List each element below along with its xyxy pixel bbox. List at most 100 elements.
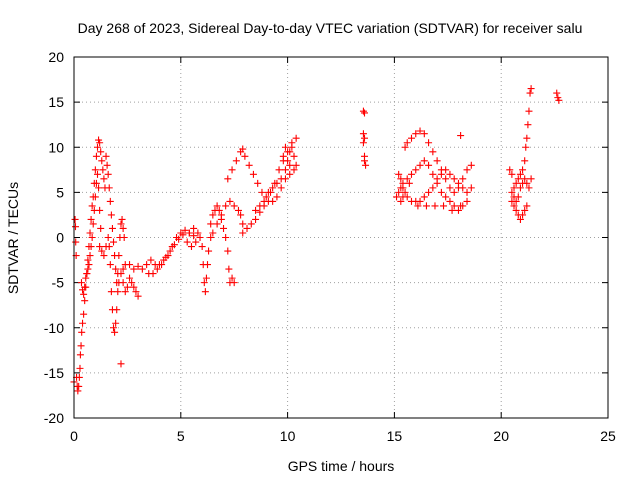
data-point — [130, 265, 138, 273]
data-point — [93, 170, 101, 178]
data-point — [290, 152, 298, 160]
data-point — [262, 193, 270, 201]
data-point — [510, 202, 518, 210]
data-point — [126, 261, 134, 269]
data-point — [213, 220, 221, 228]
data-point — [459, 184, 467, 192]
data-point — [437, 188, 445, 196]
data-point — [117, 220, 125, 228]
data-point — [117, 270, 125, 278]
data-point — [527, 175, 535, 183]
data-point — [123, 283, 131, 291]
data-point — [292, 134, 300, 142]
data-point — [87, 215, 95, 223]
data-point — [467, 184, 475, 192]
data-point — [74, 387, 82, 395]
data-point — [96, 139, 104, 147]
data-point — [519, 166, 527, 174]
data-point — [277, 175, 285, 183]
x-axis-label: GPS time / hours — [288, 458, 395, 474]
data-point — [245, 161, 253, 169]
data-point — [360, 134, 368, 142]
data-point — [93, 143, 101, 151]
data-point — [523, 134, 531, 142]
data-point — [79, 319, 87, 327]
data-point — [425, 188, 433, 196]
y-tick-label: 0 — [56, 230, 64, 246]
data-point — [463, 197, 471, 205]
data-point — [555, 96, 563, 104]
data-point — [202, 274, 210, 282]
data-point — [183, 238, 191, 246]
data-point — [290, 166, 298, 174]
x-tick-label: 0 — [70, 428, 78, 444]
data-point — [187, 243, 195, 251]
y-tick-label: 15 — [48, 94, 64, 110]
data-point — [175, 235, 183, 243]
data-point — [397, 175, 405, 183]
data-point — [414, 202, 422, 210]
data-point — [153, 265, 161, 273]
data-point — [217, 211, 225, 219]
data-point — [422, 202, 430, 210]
data-point — [102, 152, 110, 160]
data-point — [239, 220, 247, 228]
data-point — [359, 107, 367, 115]
data-point — [360, 109, 368, 117]
data-point — [118, 215, 126, 223]
data-point — [264, 188, 272, 196]
data-point — [525, 107, 533, 115]
data-point — [407, 134, 415, 142]
data-point — [196, 234, 204, 241]
data-point — [281, 143, 289, 151]
data-point — [457, 202, 465, 210]
data-point — [98, 247, 106, 255]
data-point — [442, 193, 450, 201]
data-point — [134, 292, 142, 300]
data-point — [260, 197, 268, 205]
data-point — [399, 179, 407, 187]
x-tick-label: 10 — [280, 428, 296, 444]
data-point — [521, 175, 529, 183]
data-point — [92, 179, 100, 187]
data-point — [128, 279, 136, 287]
data-point — [359, 130, 367, 138]
data-point — [403, 175, 411, 183]
data-point — [119, 265, 127, 273]
data-point — [81, 297, 89, 305]
data-point — [284, 157, 292, 165]
data-point — [179, 231, 187, 239]
data-point — [228, 166, 236, 174]
data-point — [454, 179, 462, 187]
data-point — [286, 148, 294, 156]
data-point — [420, 157, 428, 165]
data-point — [286, 170, 294, 178]
data-point — [269, 184, 277, 192]
data-point — [71, 223, 79, 231]
data-point — [446, 170, 454, 178]
data-point — [230, 279, 238, 287]
x-tick-label: 25 — [600, 428, 616, 444]
data-point — [512, 206, 520, 214]
data-point — [117, 360, 125, 368]
data-point — [80, 310, 88, 318]
data-point — [134, 262, 142, 270]
data-point — [158, 261, 166, 269]
data-point — [397, 197, 405, 205]
data-point — [362, 161, 370, 169]
data-point — [91, 166, 99, 174]
data-point — [412, 130, 420, 138]
data-point — [234, 206, 242, 214]
data-point — [527, 85, 535, 93]
data-point — [224, 175, 232, 183]
chart-title: Day 268 of 2023, Sidereal Day-to-day VTE… — [78, 20, 583, 36]
data-point — [104, 234, 112, 241]
data-point — [397, 184, 405, 192]
data-point — [113, 306, 121, 314]
data-point — [121, 288, 129, 296]
data-point — [147, 256, 155, 264]
data-point — [286, 161, 294, 169]
data-point — [78, 328, 86, 336]
data-point — [457, 132, 465, 140]
data-point — [519, 211, 527, 219]
